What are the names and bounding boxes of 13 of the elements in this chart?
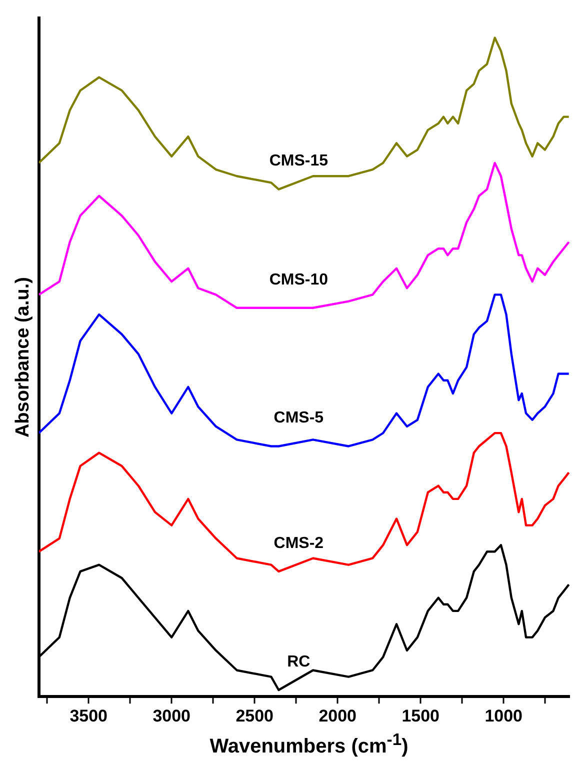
x-tick-label: 3000 — [152, 706, 191, 726]
x-tick-label: 2000 — [318, 706, 357, 726]
x-axis-title: Wavenumbers (cm$^{-1}$) — [208, 730, 410, 759]
series-label: CMS-10 — [269, 271, 328, 288]
series-label: CMS-15 — [269, 152, 328, 170]
x-tick-label: 2500 — [236, 706, 274, 726]
x-tick-label: 1500 — [402, 706, 440, 726]
series-label: RC — [287, 653, 311, 670]
series-label: CMS-2 — [274, 534, 324, 552]
series-label: CMS-5 — [274, 410, 324, 427]
x-tick-label: 3500 — [70, 706, 108, 726]
x-tick-label: 1000 — [484, 706, 523, 726]
y-axis-title: Absorbance (a.u.) — [12, 277, 34, 438]
